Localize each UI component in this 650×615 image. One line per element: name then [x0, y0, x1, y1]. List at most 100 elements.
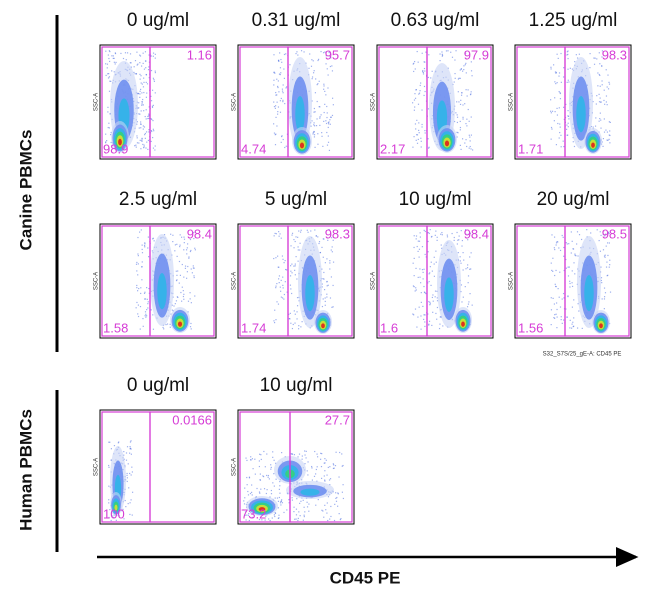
event-dot: [137, 290, 139, 292]
event-dot: [285, 87, 287, 89]
event-dot: [137, 315, 140, 318]
event-dot: [581, 327, 583, 329]
event-dot: [339, 451, 341, 454]
event-dot: [148, 129, 150, 131]
event-dot: [602, 233, 604, 236]
event-dot: [250, 491, 253, 493]
event-dot: [111, 144, 113, 147]
event-dot: [136, 137, 138, 139]
event-dot: [140, 121, 142, 123]
event-dot: [307, 474, 309, 476]
event-dot: [124, 499, 126, 502]
event-dot: [190, 328, 192, 330]
event-dot: [558, 137, 560, 139]
event-dot: [152, 314, 154, 316]
event-dot: [557, 241, 559, 243]
gate-percent: 97.9: [464, 47, 489, 62]
event-dot: [468, 134, 470, 136]
event-dot: [318, 241, 321, 243]
event-dot: [275, 462, 277, 464]
event-dot: [553, 247, 555, 249]
event-dot: [152, 328, 155, 330]
event-dot: [137, 236, 139, 239]
event-dot: [193, 231, 195, 234]
event-dot: [417, 61, 419, 63]
event-dot: [268, 518, 270, 520]
event-dot: [172, 241, 174, 243]
event-dot: [286, 509, 288, 511]
event-dot: [320, 458, 322, 460]
event-dot: [562, 236, 564, 238]
gate-percent: 98.5: [602, 226, 627, 241]
event-dot: [136, 51, 138, 53]
event-dot: [189, 326, 192, 328]
gate: [426, 225, 492, 337]
event-dot: [556, 53, 558, 55]
event-dot: [469, 293, 471, 295]
event-dot: [143, 91, 145, 94]
event-dot: [606, 131, 609, 133]
event-dot: [275, 105, 277, 107]
event-dot: [190, 322, 192, 325]
event-dot: [592, 126, 594, 128]
event-dot: [599, 118, 601, 120]
event-dot: [186, 277, 188, 279]
event-dot: [322, 238, 324, 240]
event-dot: [153, 80, 156, 82]
event-dot: [316, 480, 318, 482]
event-dot: [317, 83, 319, 85]
event-dot: [425, 256, 427, 258]
event-dot: [142, 325, 144, 327]
event-dot: [456, 101, 458, 103]
event-dot: [312, 133, 314, 135]
event-dot: [125, 506, 127, 508]
event-dot: [470, 61, 472, 63]
event-dot: [462, 118, 464, 120]
event-dot: [436, 236, 438, 238]
event-dot: [289, 275, 292, 277]
event-dot: [311, 467, 313, 469]
event-dot: [563, 269, 565, 272]
event-dot: [299, 249, 301, 251]
event-dot: [129, 452, 131, 454]
event-dot: [427, 138, 429, 140]
event-dot: [609, 259, 611, 261]
gate-percent: 1.74: [241, 320, 266, 335]
event-dot: [306, 470, 308, 472]
event-dot: [470, 268, 472, 270]
event-dot: [305, 457, 307, 459]
event-dot: [184, 265, 187, 267]
event-dot: [150, 69, 153, 72]
event-dot: [179, 244, 181, 246]
density: [258, 507, 266, 512]
event-dot: [296, 498, 298, 500]
event-dot: [282, 101, 284, 103]
event-dot: [327, 135, 329, 137]
event-dot: [466, 267, 469, 269]
event-dot: [140, 127, 142, 129]
event-dot: [336, 496, 338, 499]
event-dot: [414, 97, 417, 99]
event-dot: [428, 280, 430, 283]
event-dot: [145, 73, 147, 76]
event-dot: [107, 111, 109, 113]
event-dot: [274, 309, 276, 311]
event-dot: [290, 288, 292, 290]
event-dot: [123, 454, 125, 456]
event-dot: [297, 517, 299, 519]
event-dot: [108, 466, 110, 468]
event-dot: [141, 252, 144, 254]
density: [305, 275, 315, 312]
event-dot: [280, 290, 282, 292]
event-dot: [432, 311, 434, 313]
event-dot: [278, 275, 281, 277]
event-dot: [556, 316, 558, 318]
event-dot: [330, 234, 332, 236]
event-dot: [144, 298, 146, 300]
event-dot: [433, 256, 435, 258]
event-dot: [322, 278, 324, 280]
event-dot: [323, 289, 326, 291]
event-dot: [560, 319, 562, 321]
event-dot: [555, 72, 557, 74]
event-dot: [133, 71, 135, 74]
